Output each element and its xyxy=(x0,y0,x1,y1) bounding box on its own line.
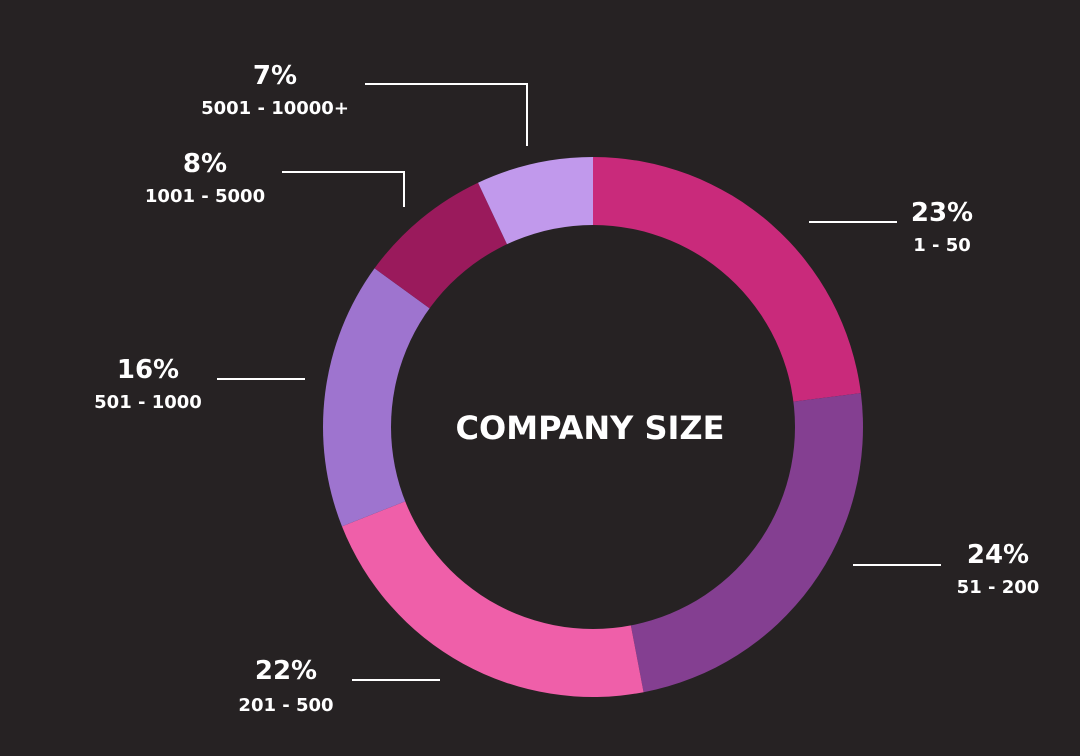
donut-hole xyxy=(391,225,795,629)
leader-line-1001-5000 xyxy=(282,171,405,207)
slice-category-label: 1 - 50 xyxy=(913,235,971,256)
slice-percent-label: 7% xyxy=(253,61,297,91)
slice-category-label: 201 - 500 xyxy=(238,695,333,716)
slice-percent-label: 22% xyxy=(255,656,317,686)
slice-percent-label: 23% xyxy=(911,198,973,228)
leader-lines xyxy=(217,83,941,681)
chart-title: COMPANY SIZE xyxy=(456,409,725,447)
slice-category-label: 5001 - 10000+ xyxy=(201,98,349,119)
slice-percent-label: 24% xyxy=(967,540,1029,570)
slice-category-label: 51 - 200 xyxy=(957,577,1040,598)
leader-line-5001-10000 xyxy=(365,83,528,146)
slice-category-label: 1001 - 5000 xyxy=(145,186,265,207)
slice-percent-label: 16% xyxy=(117,355,179,385)
slice-category-label: 501 - 1000 xyxy=(94,392,202,413)
slice-percent-label: 8% xyxy=(183,149,227,179)
